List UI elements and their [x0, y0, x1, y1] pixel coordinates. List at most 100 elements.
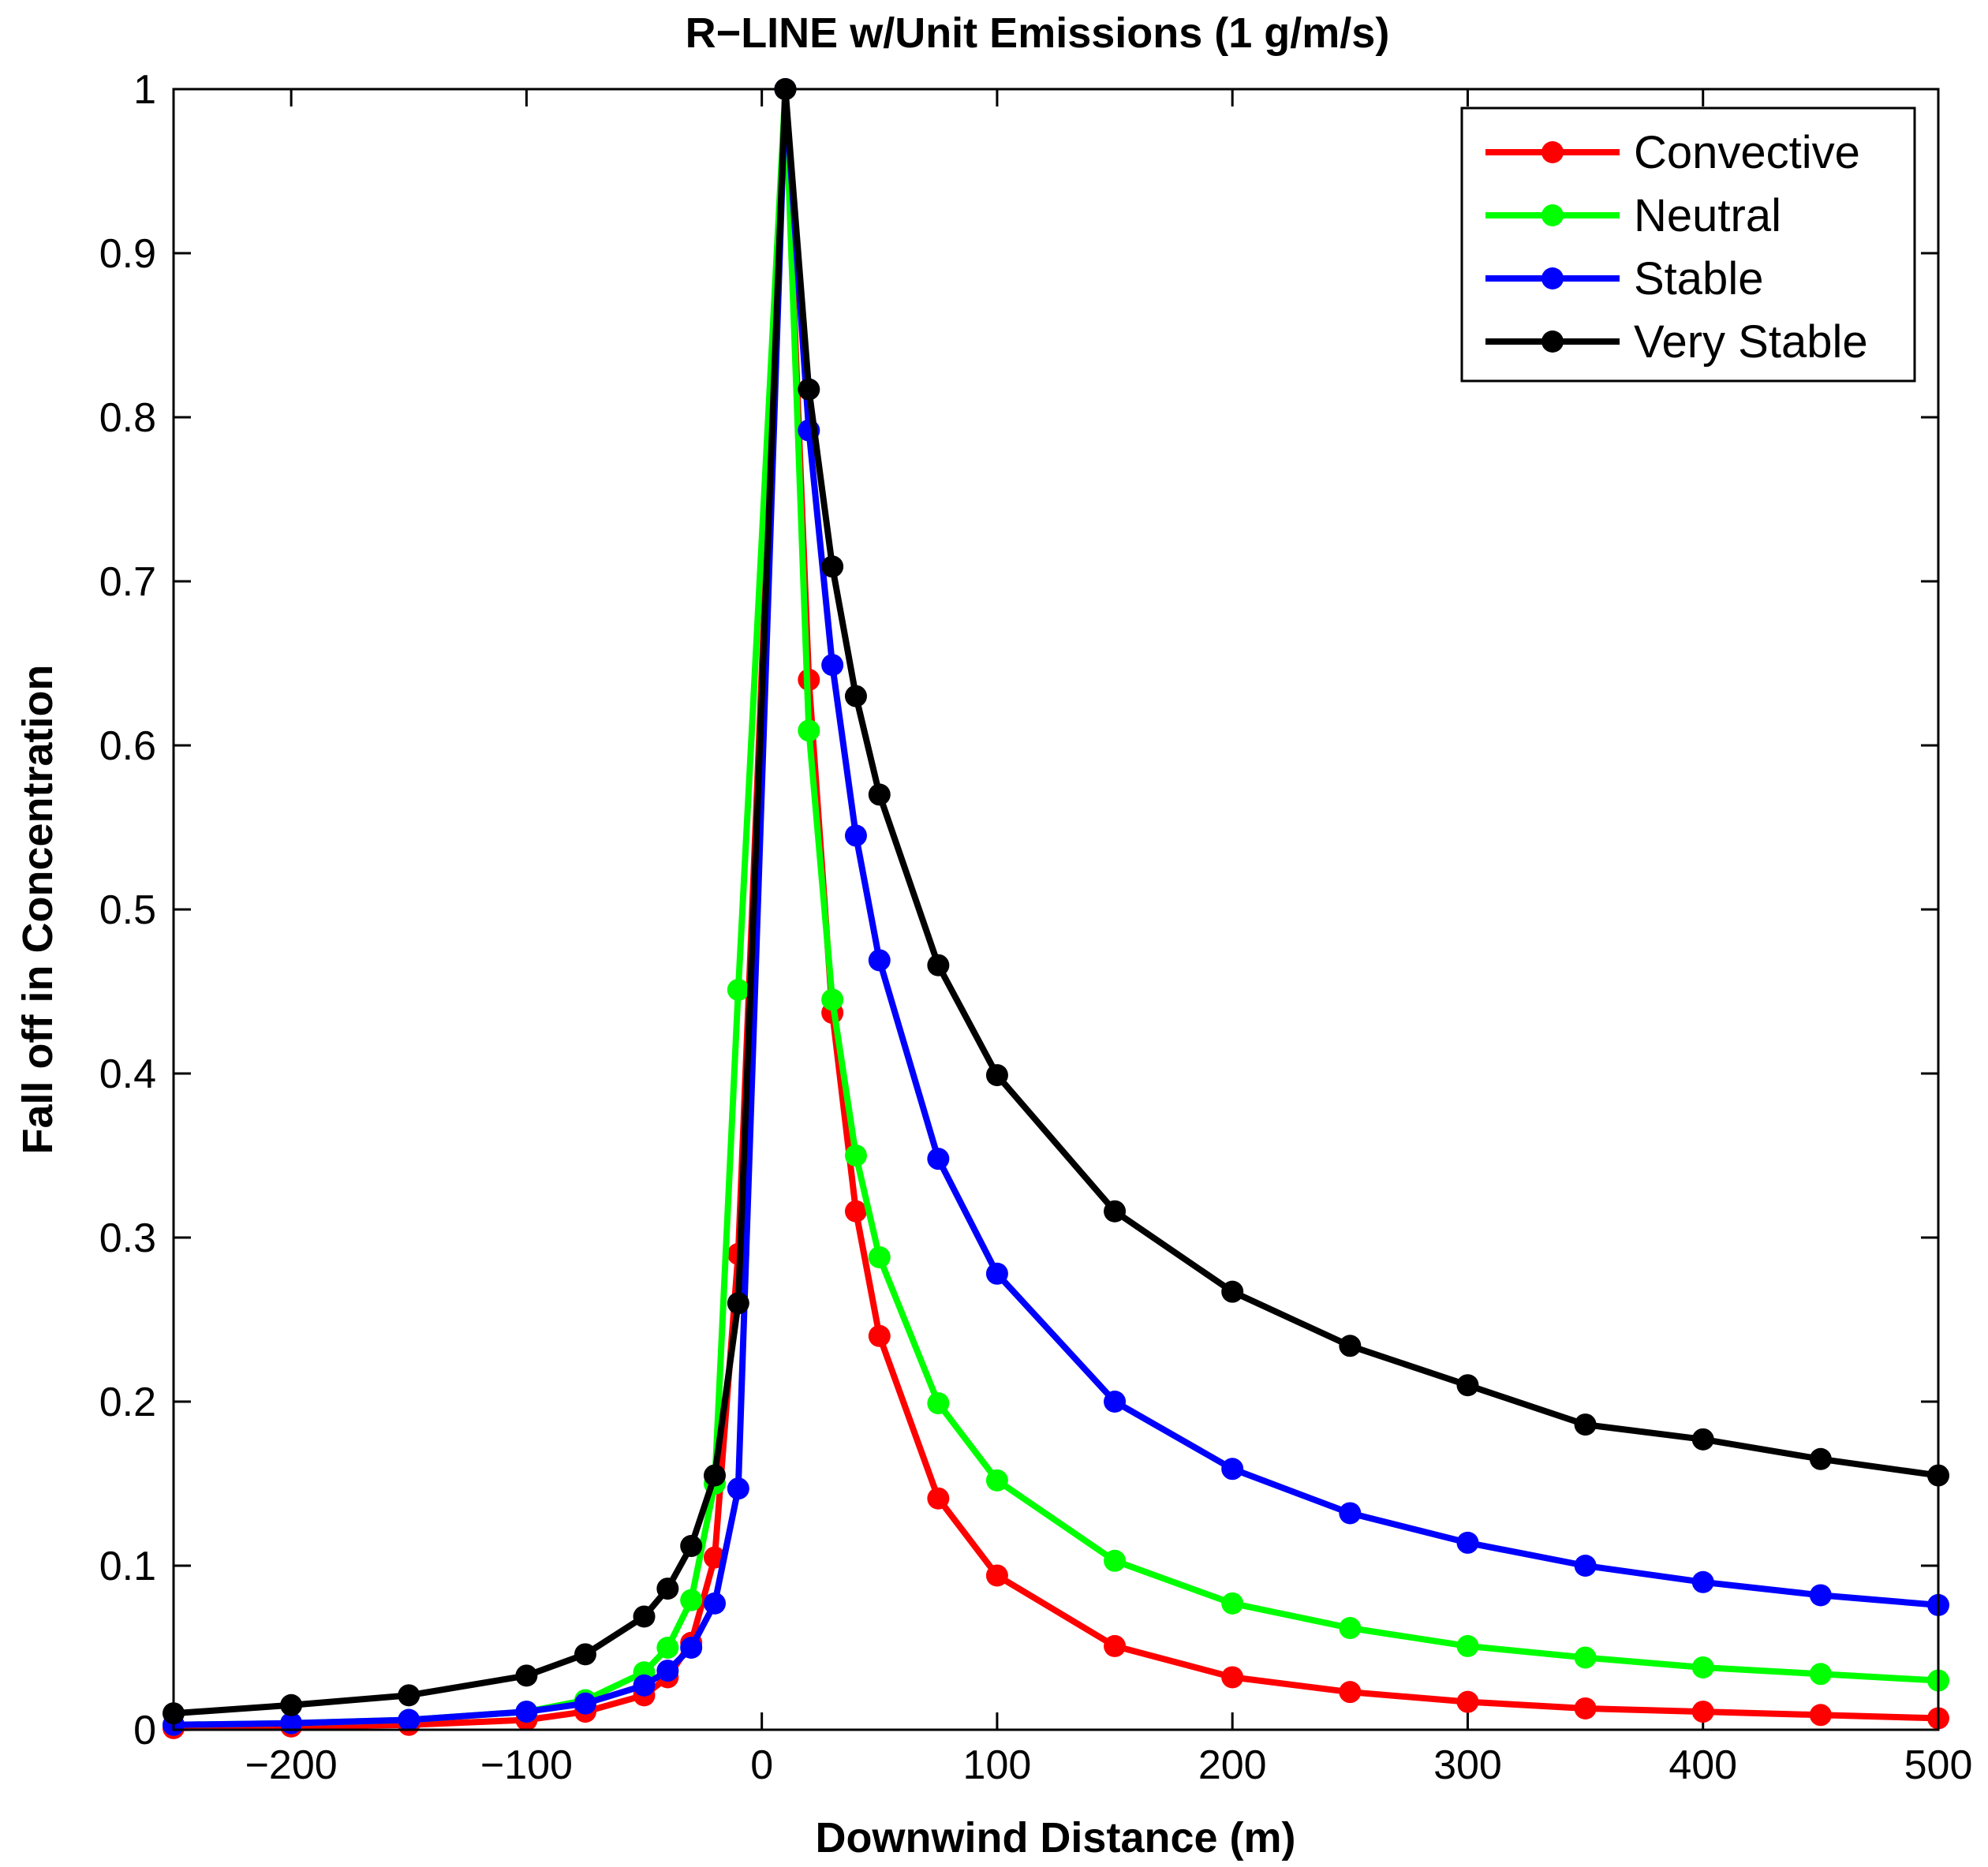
data-point-convective — [985, 1564, 1008, 1587]
data-point-stable — [1104, 1391, 1127, 1413]
y-tick-label: 0.7 — [99, 559, 156, 605]
legend-swatch-marker — [1541, 141, 1564, 163]
data-point-neutral — [844, 1144, 867, 1167]
legend-label: Very Stable — [1634, 316, 1868, 368]
data-point-very-stable — [398, 1684, 420, 1707]
legend-swatch-marker — [1541, 330, 1564, 353]
legend-item-convective: Convective — [1485, 127, 1860, 178]
series-very-stable — [163, 78, 1949, 1725]
x-tick-label: 0 — [750, 1742, 773, 1788]
data-point-very-stable — [1456, 1374, 1479, 1397]
data-point-neutral — [727, 978, 749, 1001]
data-point-very-stable — [515, 1664, 538, 1687]
data-point-very-stable — [280, 1693, 303, 1716]
data-point-very-stable — [1691, 1428, 1714, 1451]
data-point-convective — [1104, 1634, 1127, 1657]
data-point-stable — [868, 949, 891, 972]
data-point-convective — [1456, 1690, 1479, 1713]
data-point-stable — [574, 1692, 596, 1715]
x-tick-label: 100 — [963, 1742, 1032, 1788]
y-tick-label: 0.9 — [99, 231, 156, 277]
data-point-very-stable — [633, 1605, 656, 1628]
legend-item-stable: Stable — [1485, 253, 1763, 304]
legend-item-neutral: Neutral — [1485, 190, 1781, 241]
y-axis-label: Fall off in Concentration — [14, 665, 62, 1155]
x-tick-label: −100 — [480, 1742, 573, 1788]
data-point-very-stable — [574, 1643, 596, 1666]
data-point-neutral — [1104, 1549, 1127, 1572]
data-point-very-stable — [868, 783, 891, 806]
data-point-stable — [398, 1708, 420, 1731]
data-point-stable — [704, 1592, 727, 1615]
data-point-convective — [1809, 1704, 1832, 1727]
legend-label: Convective — [1634, 127, 1860, 178]
data-point-very-stable — [985, 1064, 1008, 1087]
y-tick-label: 0.5 — [99, 887, 156, 933]
data-point-neutral — [1574, 1646, 1597, 1669]
y-tick-label: 0 — [133, 1708, 156, 1753]
data-point-neutral — [868, 1245, 891, 1268]
data-point-neutral — [680, 1589, 703, 1611]
data-point-neutral — [927, 1392, 950, 1415]
data-point-very-stable — [704, 1464, 727, 1487]
data-point-stable — [1574, 1555, 1597, 1577]
data-point-neutral — [1339, 1617, 1362, 1640]
data-point-neutral — [1456, 1634, 1479, 1657]
data-point-convective — [868, 1324, 891, 1347]
legend-label: Stable — [1634, 253, 1763, 304]
data-point-very-stable — [821, 555, 844, 578]
data-point-very-stable — [798, 378, 820, 401]
data-point-very-stable — [656, 1578, 679, 1600]
data-point-stable — [1339, 1502, 1362, 1525]
data-point-stable — [1809, 1584, 1832, 1607]
data-point-very-stable — [1809, 1447, 1832, 1470]
data-point-very-stable — [1339, 1335, 1362, 1357]
series-group — [163, 78, 1949, 1739]
data-point-convective — [1691, 1701, 1714, 1723]
chart-title: R−LINE w/Unit Emissions (1 g/m/s) — [686, 9, 1390, 57]
y-tick-label: 0.3 — [99, 1215, 156, 1261]
data-point-very-stable — [1221, 1280, 1244, 1303]
data-point-neutral — [1221, 1592, 1244, 1615]
data-point-convective — [927, 1487, 950, 1510]
data-point-very-stable — [927, 954, 950, 976]
data-point-very-stable — [680, 1535, 703, 1558]
data-point-convective — [1339, 1681, 1362, 1704]
y-tick-label: 0.1 — [99, 1544, 156, 1589]
data-point-neutral — [1809, 1663, 1832, 1686]
data-point-neutral — [656, 1637, 679, 1659]
x-tick-label: 300 — [1433, 1742, 1502, 1788]
data-point-convective — [1574, 1697, 1597, 1720]
plot-frame — [172, 88, 1940, 1731]
legend: Convective Neutral Stable Very Stable — [1460, 106, 1916, 383]
data-point-neutral — [821, 988, 844, 1011]
data-point-stable — [821, 654, 844, 677]
data-point-stable — [844, 824, 867, 847]
y-tick-label: 1 — [133, 67, 156, 113]
data-point-neutral — [798, 719, 820, 742]
axes: −200 −100 0 100 200 300 400 500 0 0.1 0.2 0.3 0.4 0.5… — [99, 67, 1973, 1788]
data-point-stable — [927, 1148, 950, 1171]
data-point-stable — [727, 1477, 749, 1500]
y-tick-label: 0.2 — [99, 1380, 156, 1425]
data-point-stable — [1221, 1458, 1244, 1481]
x-tick-label: 500 — [1904, 1742, 1973, 1788]
data-point-neutral — [1691, 1656, 1714, 1678]
x-tick-label: −200 — [245, 1742, 338, 1788]
legend-item-very-stable: Very Stable — [1485, 316, 1868, 368]
data-point-neutral — [985, 1469, 1008, 1492]
x-tick-label: 400 — [1668, 1742, 1737, 1788]
data-point-stable — [1691, 1570, 1714, 1593]
data-point-very-stable — [1104, 1200, 1127, 1223]
data-point-stable — [680, 1637, 703, 1659]
data-point-stable — [633, 1674, 656, 1697]
data-point-very-stable — [727, 1292, 749, 1315]
data-point-stable — [656, 1660, 679, 1682]
legend-swatch-marker — [1541, 204, 1564, 226]
x-axis-label: Downwind Distance (m) — [815, 1814, 1295, 1861]
data-point-stable — [985, 1262, 1008, 1285]
y-tick-label: 0.6 — [99, 723, 156, 769]
data-point-very-stable — [844, 685, 867, 708]
data-point-convective — [844, 1200, 867, 1223]
